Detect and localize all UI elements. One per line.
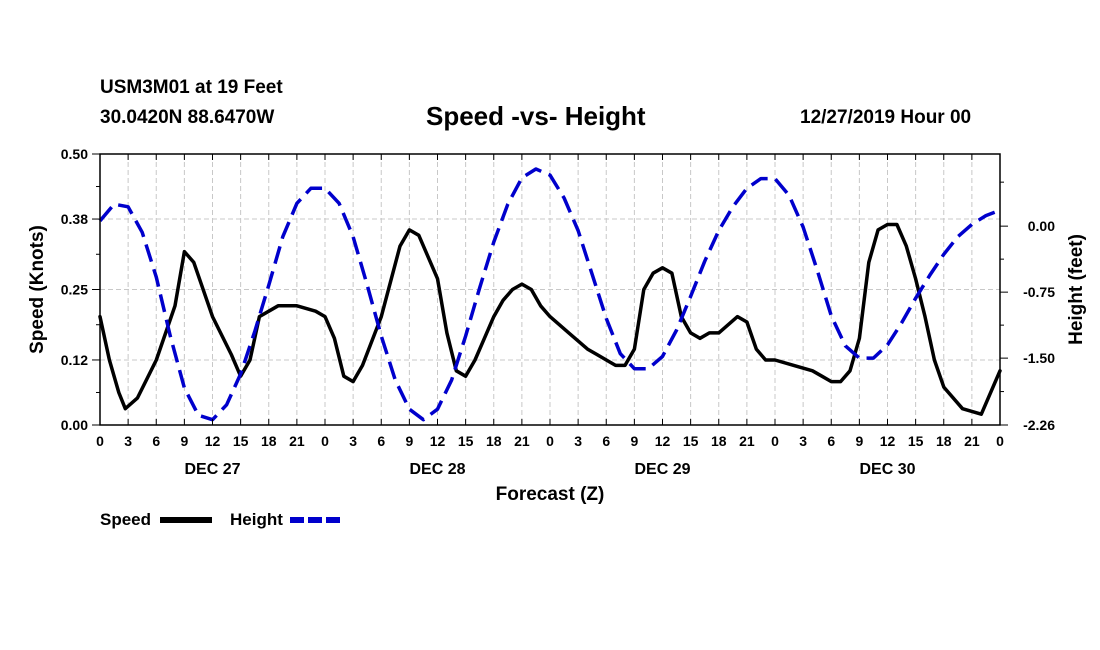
x-tick-label: 21 (739, 433, 755, 449)
x-tick-label: 0 (546, 433, 554, 449)
y-left-tick-label: 0.38 (61, 211, 88, 227)
x-tick-label: 0 (96, 433, 104, 449)
y-right-tick-label: 0.00 (1028, 218, 1055, 234)
x-tick-label: 12 (880, 433, 896, 449)
coordinates-label: 30.0420N 88.6470W (100, 107, 275, 128)
x-tick-label: 3 (349, 433, 357, 449)
x-tick-label: 18 (486, 433, 502, 449)
x-tick-label: 6 (602, 433, 610, 449)
day-label: DEC 28 (409, 461, 465, 478)
x-tick-label: 9 (630, 433, 638, 449)
x-tick-label: 15 (233, 433, 249, 449)
x-tick-label: 0 (771, 433, 779, 449)
legend-height-swatch (290, 517, 342, 523)
x-tick-label: 21 (964, 433, 980, 449)
x-tick-label: 6 (827, 433, 835, 449)
y-right-tick-label: -0.75 (1023, 284, 1055, 300)
x-tick-label: 12 (430, 433, 446, 449)
plot-frame (99, 153, 1001, 426)
axes (92, 153, 1008, 426)
y-left-tick-label: 0.50 (61, 146, 88, 162)
x-tick-label: 9 (180, 433, 188, 449)
x-tick-label: 9 (855, 433, 863, 449)
day-label: DEC 30 (859, 461, 915, 478)
station-label: USM3M01 at 19 Feet (100, 77, 283, 98)
y-left-tick-label: 0.00 (61, 417, 88, 433)
x-tick-label: 6 (377, 433, 385, 449)
y-right-axis-title: Height (feet) (1066, 234, 1087, 345)
y-left-tick-label: 0.25 (61, 282, 88, 298)
x-tick-label: 0 (996, 433, 1004, 449)
x-tick-label: 18 (936, 433, 952, 449)
x-tick-label: 3 (799, 433, 807, 449)
datetime-label: 12/27/2019 Hour 00 (800, 107, 972, 128)
y-left-tick-label: 0.12 (61, 352, 88, 368)
x-tick-label: 18 (261, 433, 277, 449)
y-right-tick-label: -1.50 (1023, 350, 1055, 366)
x-axis-title: Forecast (Z) (496, 484, 605, 505)
speed-series-line (98, 222, 1002, 416)
axis-labels: 0 3 6 9 12 15 18 21 0 3 6 9 12 15 18 21 0 3 6 9 12 15 18 21 0 3 6 9… (27, 146, 1087, 505)
x-tick-label: 21 (289, 433, 305, 449)
x-tick-label: 12 (655, 433, 671, 449)
x-tick-label: 15 (683, 433, 699, 449)
x-tick-label: 3 (574, 433, 582, 449)
x-tick-label: 15 (458, 433, 474, 449)
x-tick-label: 12 (205, 433, 221, 449)
x-tick-label: 0 (321, 433, 329, 449)
x-tick-label: 15 (908, 433, 924, 449)
day-label: DEC 27 (184, 461, 240, 478)
legend-speed-swatch (160, 517, 212, 523)
x-tick-label: 9 (405, 433, 413, 449)
chart-title: Speed -vs- Height (426, 101, 646, 131)
legend-height-label: Height (230, 510, 283, 529)
y-right-tick-label: -2.26 (1023, 417, 1055, 433)
x-tick-label: 21 (514, 433, 530, 449)
day-label: DEC 29 (634, 461, 690, 478)
series-layer (98, 167, 1002, 422)
x-tick-label: 3 (124, 433, 132, 449)
legend-speed-label: Speed (100, 510, 152, 529)
x-tick-label: 6 (152, 433, 160, 449)
height-series-line (98, 167, 1001, 422)
x-tick-label: 18 (711, 433, 727, 449)
y-left-axis-title: Speed (Knots) (27, 225, 48, 354)
